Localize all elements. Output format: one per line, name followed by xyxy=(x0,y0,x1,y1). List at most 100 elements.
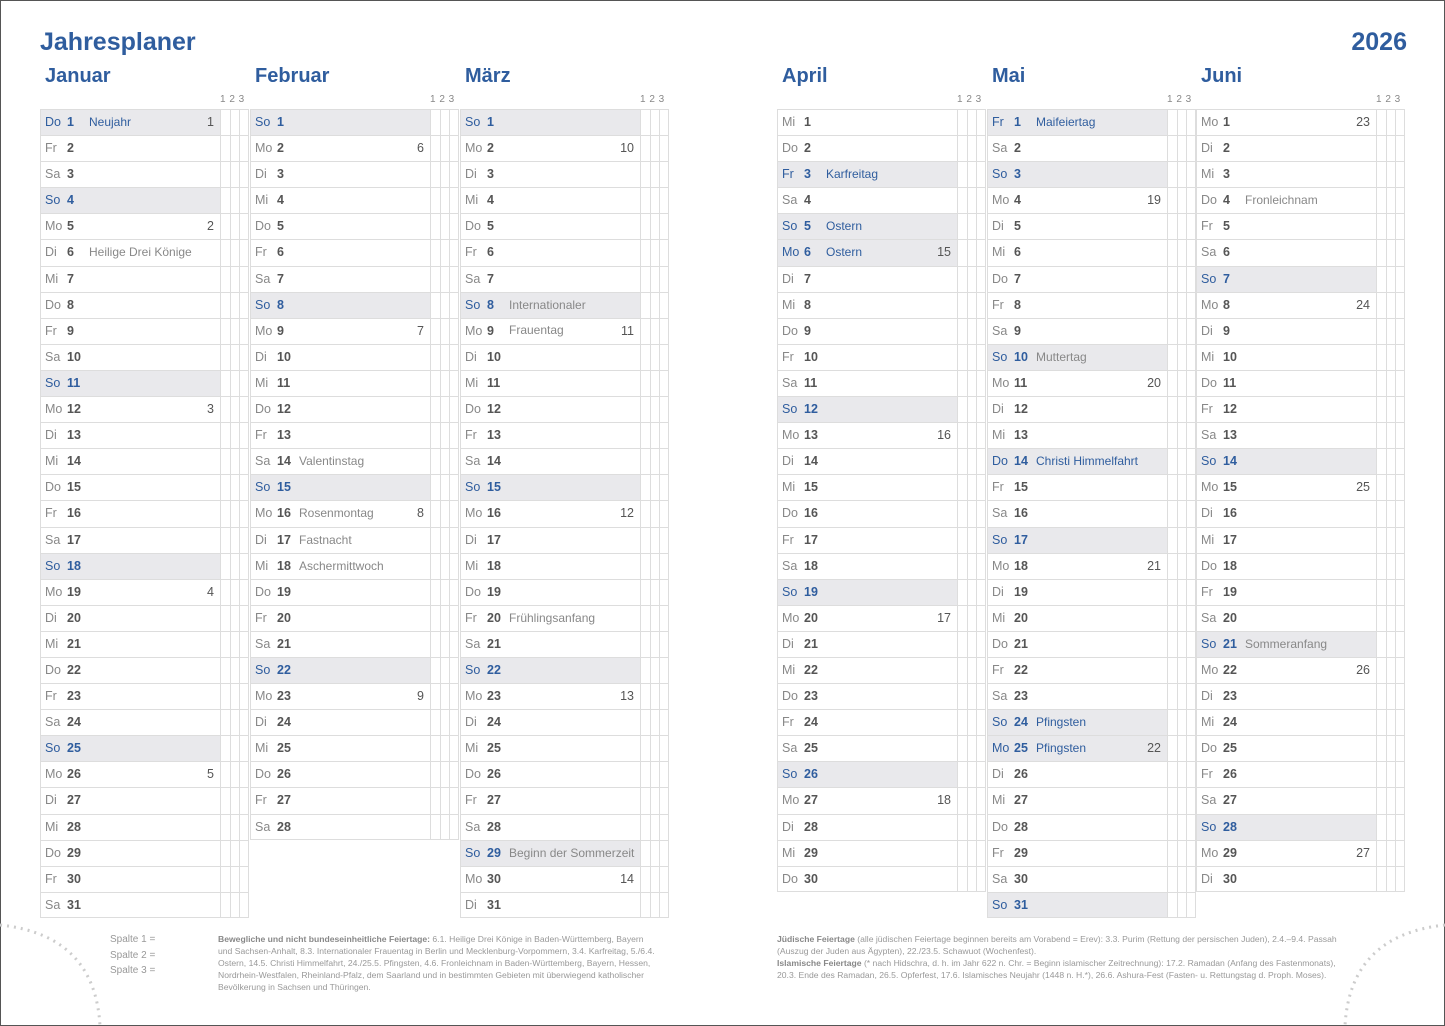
column-1-cell[interactable] xyxy=(430,501,440,527)
column-1-cell[interactable] xyxy=(220,423,230,449)
column-1-cell[interactable] xyxy=(220,240,230,266)
day-cell[interactable]: So 12 xyxy=(777,397,957,423)
column-1-cell[interactable] xyxy=(640,344,650,370)
day-cell[interactable]: Di 31 xyxy=(460,892,640,917)
column-2-cell[interactable] xyxy=(439,266,450,292)
column-2-cell[interactable] xyxy=(439,631,450,657)
column-3-cell[interactable] xyxy=(976,370,986,397)
column-3-cell[interactable] xyxy=(659,240,669,266)
column-2-cell[interactable] xyxy=(1176,423,1187,449)
day-cell[interactable]: Di 30 xyxy=(1196,866,1376,891)
day-cell[interactable]: Di 3 xyxy=(250,162,430,188)
column-2-cell[interactable] xyxy=(229,631,240,657)
column-1-cell[interactable] xyxy=(640,501,650,527)
day-cell[interactable]: So 15 xyxy=(250,475,430,501)
column-2-cell[interactable] xyxy=(966,449,977,475)
column-3-cell[interactable] xyxy=(1186,840,1196,866)
day-cell[interactable]: Fr 5 xyxy=(1196,214,1376,240)
column-3-cell[interactable] xyxy=(659,292,669,318)
day-cell[interactable]: Sa 6 xyxy=(1196,240,1376,266)
day-cell[interactable]: Mi 1 xyxy=(777,110,957,136)
column-3-cell[interactable] xyxy=(1186,892,1196,917)
column-3-cell[interactable] xyxy=(239,553,249,579)
column-3-cell[interactable] xyxy=(976,710,986,736)
column-1-cell[interactable] xyxy=(220,370,230,397)
day-cell[interactable]: Mo 8 24 xyxy=(1196,292,1376,318)
day-cell[interactable]: Fr 26 xyxy=(1196,762,1376,788)
day-cell[interactable]: Fr 2 xyxy=(40,136,220,162)
day-cell[interactable]: Do 8 xyxy=(40,292,220,318)
column-1-cell[interactable] xyxy=(1167,788,1177,814)
column-1-cell[interactable] xyxy=(957,579,967,605)
column-1-cell[interactable] xyxy=(640,370,650,397)
day-cell[interactable]: Do 5 xyxy=(250,214,430,240)
column-2-cell[interactable] xyxy=(229,370,240,397)
column-2-cell[interactable] xyxy=(1176,892,1187,917)
day-cell[interactable]: Do 21 xyxy=(987,631,1167,657)
column-1-cell[interactable] xyxy=(957,527,967,553)
column-1-cell[interactable] xyxy=(957,266,967,292)
column-2-cell[interactable] xyxy=(966,605,977,631)
column-1-cell[interactable] xyxy=(1376,814,1386,840)
column-2-cell[interactable] xyxy=(1385,788,1396,814)
column-2-cell[interactable] xyxy=(649,214,660,240)
day-cell[interactable]: Mo 26 5 xyxy=(40,762,220,788)
column-3-cell[interactable] xyxy=(976,840,986,866)
column-2-cell[interactable] xyxy=(966,292,977,318)
day-cell[interactable]: Sa 21 xyxy=(460,631,640,657)
column-3-cell[interactable] xyxy=(239,866,249,892)
column-1-cell[interactable] xyxy=(220,475,230,501)
column-3-cell[interactable] xyxy=(976,814,986,840)
column-2-cell[interactable] xyxy=(1385,814,1396,840)
day-cell[interactable]: Fr 20 Frühlingsanfang xyxy=(460,605,640,631)
day-cell[interactable]: Di 24 xyxy=(460,710,640,736)
column-3-cell[interactable] xyxy=(1395,266,1405,292)
column-3-cell[interactable] xyxy=(1186,292,1196,318)
column-1-cell[interactable] xyxy=(220,292,230,318)
column-1-cell[interactable] xyxy=(957,631,967,657)
column-1-cell[interactable] xyxy=(640,579,650,605)
column-1-cell[interactable] xyxy=(430,110,440,136)
column-2-cell[interactable] xyxy=(966,631,977,657)
day-cell[interactable]: So 10 Muttertag xyxy=(987,344,1167,370)
day-cell[interactable]: Mi 4 xyxy=(250,188,430,214)
day-cell[interactable]: So 15 xyxy=(460,475,640,501)
column-1-cell[interactable] xyxy=(1167,449,1177,475)
column-3-cell[interactable] xyxy=(239,214,249,240)
day-cell[interactable]: Sa 2 xyxy=(987,136,1167,162)
column-3-cell[interactable] xyxy=(1395,162,1405,188)
column-1-cell[interactable] xyxy=(220,657,230,684)
column-3-cell[interactable] xyxy=(449,814,459,839)
column-2-cell[interactable] xyxy=(1385,605,1396,631)
day-cell[interactable]: Mi 10 xyxy=(1196,344,1376,370)
column-1-cell[interactable] xyxy=(957,814,967,840)
column-2-cell[interactable] xyxy=(649,162,660,188)
column-3-cell[interactable] xyxy=(1395,475,1405,501)
column-2-cell[interactable] xyxy=(649,188,660,214)
column-2-cell[interactable] xyxy=(229,553,240,579)
column-1-cell[interactable] xyxy=(1376,527,1386,553)
column-2-cell[interactable] xyxy=(1385,423,1396,449)
column-2-cell[interactable] xyxy=(229,397,240,423)
day-cell[interactable]: Mo 29 27 xyxy=(1196,840,1376,866)
column-3-cell[interactable] xyxy=(1186,136,1196,162)
day-cell[interactable]: Mo 4 19 xyxy=(987,188,1167,214)
column-1-cell[interactable] xyxy=(1167,110,1177,136)
column-2-cell[interactable] xyxy=(1176,814,1187,840)
day-cell[interactable]: Mo 27 18 xyxy=(777,788,957,814)
column-1-cell[interactable] xyxy=(1167,814,1177,840)
day-cell[interactable]: Mi 18 Aschermittwoch xyxy=(250,553,430,579)
column-1-cell[interactable] xyxy=(430,605,440,631)
column-2-cell[interactable] xyxy=(1385,344,1396,370)
column-3-cell[interactable] xyxy=(239,240,249,266)
day-cell[interactable]: Sa 17 xyxy=(40,527,220,553)
column-3-cell[interactable] xyxy=(1186,162,1196,188)
day-cell[interactable]: Sa 30 xyxy=(987,866,1167,892)
column-1-cell[interactable] xyxy=(640,136,650,162)
column-2-cell[interactable] xyxy=(966,475,977,501)
day-cell[interactable]: Mi 13 xyxy=(987,423,1167,449)
column-2-cell[interactable] xyxy=(649,240,660,266)
column-1-cell[interactable] xyxy=(430,370,440,397)
column-3-cell[interactable] xyxy=(449,214,459,240)
column-1-cell[interactable] xyxy=(430,423,440,449)
